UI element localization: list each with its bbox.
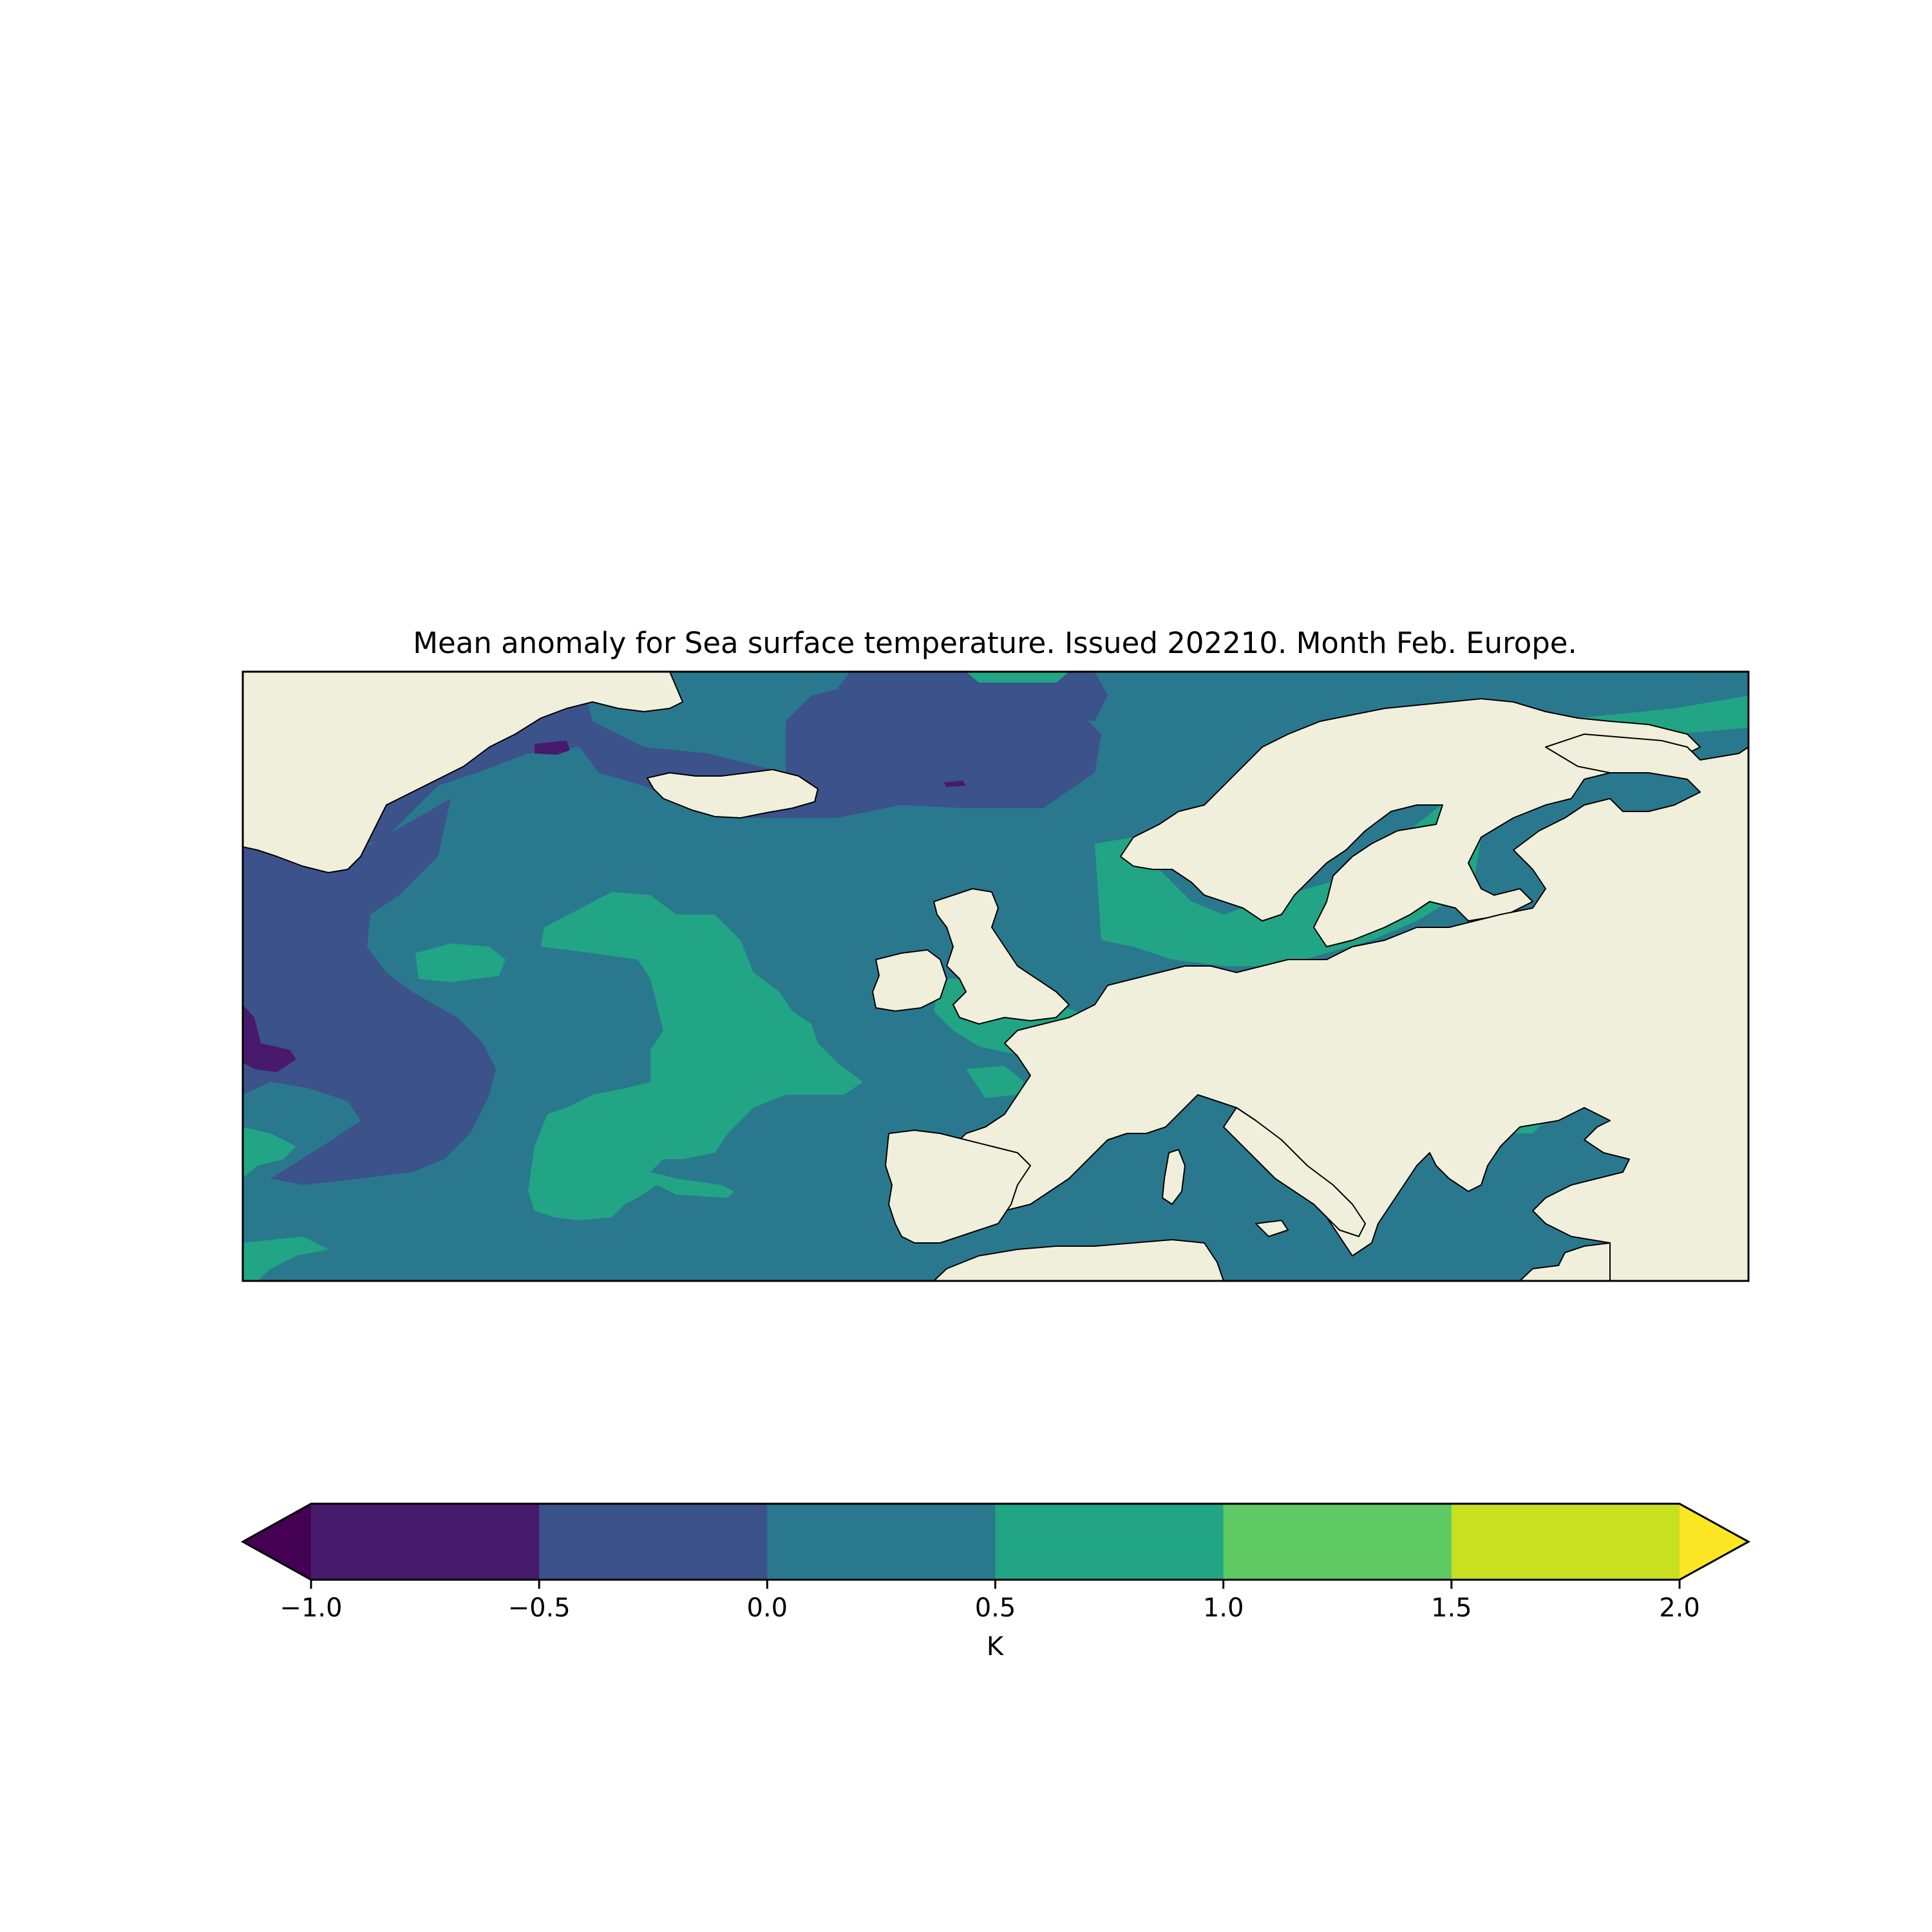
colorbar-over-extension: [1680, 1504, 1748, 1580]
land-italy: [1223, 1107, 1366, 1237]
land-sardinia-corsica: [1162, 1149, 1186, 1205]
land-north-africa: [933, 1239, 1224, 1281]
colorbar-bin-4: [1223, 1504, 1452, 1580]
sst-region-cold-greenland-coast: [535, 741, 570, 755]
land-greenland: [243, 672, 683, 873]
sst-region-neg-greenland-coast: [889, 672, 1108, 721]
sst-region-southwest-patch: [243, 1236, 328, 1281]
colorbar-bin-5: [1451, 1504, 1680, 1580]
colorbar-tick-label: −1.0: [279, 1593, 342, 1623]
colorbar-tick-label: 2.0: [1659, 1593, 1700, 1623]
sst-region-coldest-west: [243, 1005, 296, 1072]
land: [243, 672, 1748, 1281]
colorbar-tick-label: −0.5: [508, 1593, 571, 1623]
sst-region-west-edge-patch: [243, 1127, 296, 1179]
land-kola-russia: [946, 734, 1748, 1281]
land-great-britain: [933, 888, 1070, 1025]
land-iberia: [885, 1130, 1031, 1244]
land-scandinavia: [1120, 698, 1701, 947]
sst-region-central-atlantic-warm: [528, 892, 863, 1220]
land-sicily: [1255, 1220, 1289, 1237]
map-panel: [242, 670, 1750, 1282]
colorbar-tick-label: 1.0: [1203, 1593, 1244, 1623]
colorbar-bin-3: [995, 1504, 1224, 1580]
land-iceland: [647, 769, 819, 819]
colorbar: −1.0 −0.5 0.0 0.5 1.0 1.5 2.0: [240, 1502, 1751, 1623]
colorbar-label: K: [987, 1632, 1005, 1662]
sst-region-neg-iceland-basin: [243, 799, 496, 1185]
colorbar-bin-1: [539, 1504, 768, 1580]
colorbar-tick-label: 1.5: [1431, 1593, 1472, 1623]
sst-region-biscay-coast: [966, 1066, 1024, 1098]
sst-region-greenland-sea-top: [966, 672, 1069, 683]
colorbar-under-extension: [243, 1504, 311, 1580]
colorbar-tick-label: 0.0: [747, 1593, 788, 1623]
land-ireland: [872, 949, 947, 1012]
sst-region-mid-atlantic-patch: [415, 943, 506, 982]
colorbar-tick-label: 0.5: [975, 1593, 1016, 1623]
sst-region-cold-patch-north: [943, 781, 966, 787]
colorbar-bin-2: [767, 1504, 996, 1580]
map-title: Mean anomaly for Sea surface temperature…: [413, 626, 1577, 660]
colorbar-bin-0: [311, 1504, 540, 1580]
land-north-africa-east: [1519, 1242, 1611, 1281]
map-frame: [242, 670, 1750, 1282]
